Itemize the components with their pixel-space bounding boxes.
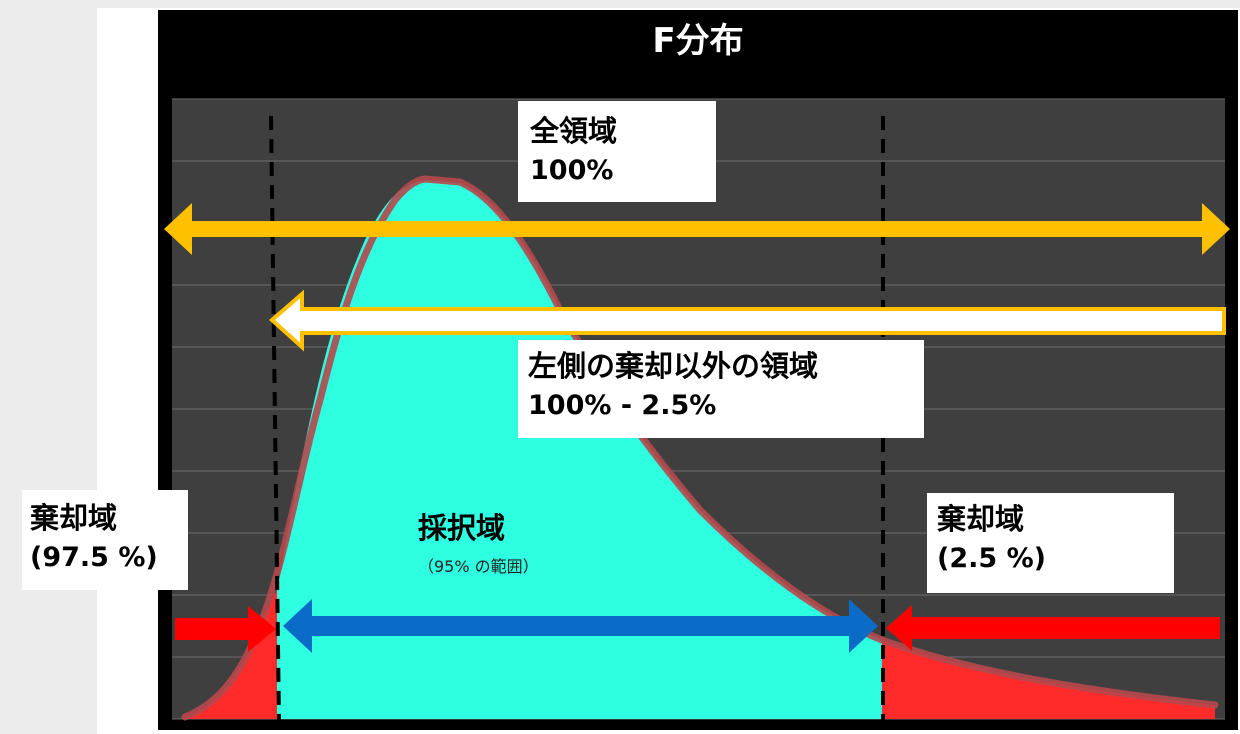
accept-region-range: （95% の範囲） bbox=[418, 557, 539, 576]
left-reject-box: 棄却域 (97.5 %) bbox=[22, 490, 188, 590]
right-reject-percent: (2.5 %) bbox=[937, 543, 1046, 574]
left-reject-percent: (97.5 %) bbox=[30, 542, 158, 573]
total-region-box: 全領域 100% bbox=[518, 101, 716, 202]
total-region-percent: 100% bbox=[530, 155, 614, 186]
left-reject-arrow bbox=[175, 606, 276, 652]
left-critical-line bbox=[269, 115, 281, 723]
right-reject-box: 棄却域 (2.5 %) bbox=[927, 493, 1174, 593]
non-left-reject-box: 左側の棄却以外の領域 100% - 2.5% bbox=[518, 340, 924, 438]
accept-region-arrow bbox=[283, 599, 878, 653]
chart-title: F分布 bbox=[652, 21, 744, 61]
left-reject-label: 棄却域 bbox=[30, 501, 118, 535]
non-left-reject-label: 左側の棄却以外の領域 bbox=[528, 349, 819, 383]
non-left-reject-arrow bbox=[268, 289, 1226, 352]
total-region-arrow bbox=[164, 203, 1230, 255]
total-region-label: 全領域 bbox=[530, 114, 618, 148]
left-reject-area bbox=[185, 590, 277, 719]
non-left-reject-percent: 100% - 2.5% bbox=[528, 390, 717, 421]
right-reject-arrow bbox=[886, 605, 1220, 651]
right-reject-label: 棄却域 bbox=[937, 502, 1025, 536]
f-density-curve bbox=[181, 175, 1219, 721]
right-reject-area bbox=[882, 640, 1215, 719]
accept-region-label: 採択域 bbox=[418, 511, 506, 545]
